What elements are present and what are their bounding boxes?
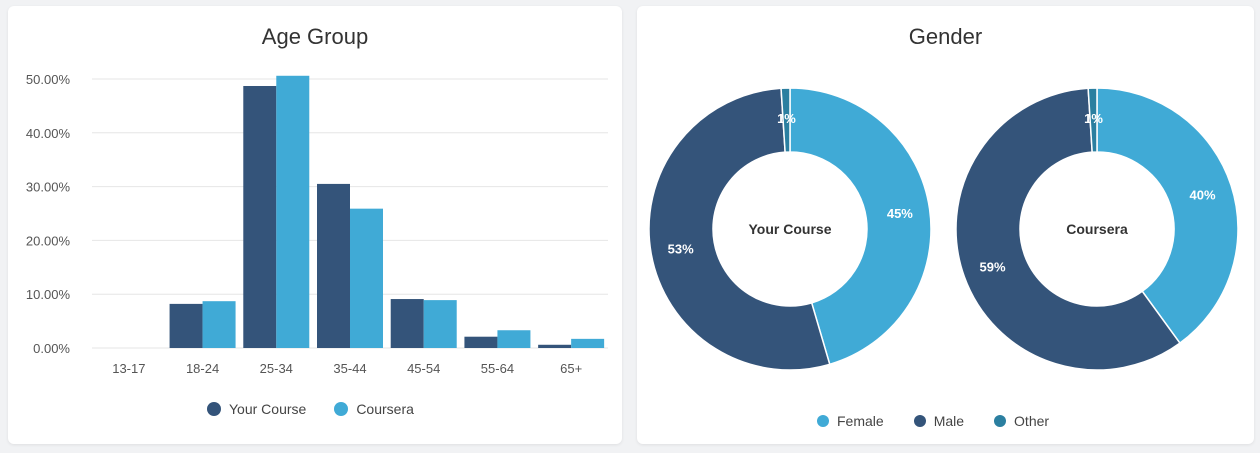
legend-item-female[interactable]: Female [817, 413, 884, 429]
slice-female-your-course[interactable] [789, 87, 932, 366]
bar-your-course-18-24[interactable] [169, 303, 203, 348]
bar-your-course-25-34[interactable] [243, 85, 277, 348]
y-tick-label: 10.00% [26, 287, 71, 302]
slice-label: 59% [980, 260, 1006, 275]
slice-female-coursera[interactable] [1096, 87, 1239, 345]
bar-your-course-55-64[interactable] [464, 336, 498, 348]
age-group-bar-chart: 0.00% 10.00% 20.00% 30.00% 40.00% 50.00% 13-17… [26, 72, 608, 376]
bar-your-course-45-54[interactable] [390, 299, 424, 348]
gender-donut-charts: 45% 53% 1% Your Course 40% 59% 1% Coursera [648, 87, 1239, 371]
gender-card: Gender 45% 53% 1% Your Course 40% 59% 1% Course… [637, 6, 1254, 444]
slice-label: 45% [887, 206, 913, 221]
male-swatch [913, 415, 926, 427]
y-tick-label: 20.00% [26, 233, 71, 248]
donut-center-label: Your Course [749, 221, 832, 237]
bar-coursera-18-24[interactable] [202, 301, 236, 348]
slice-male-coursera[interactable] [955, 87, 1181, 371]
slice-male-your-course[interactable] [648, 87, 831, 371]
other-swatch [994, 415, 1007, 427]
age-group-title: Age Group [261, 24, 369, 49]
legend-item-coursera[interactable]: Coursera [334, 401, 414, 417]
y-tick-label: 40.00% [26, 126, 71, 141]
coursera-swatch [334, 402, 349, 416]
y-tick-label: 50.00% [26, 72, 71, 87]
slice-label: 1% [1084, 111, 1103, 126]
legend-item-other[interactable]: Other [994, 413, 1049, 429]
bar-your-course-35-44[interactable] [317, 183, 350, 348]
bar-your-course-65+[interactable] [538, 344, 572, 348]
gender-legend: Female Male Other [817, 413, 1049, 429]
bar-coursera-45-54[interactable] [423, 300, 457, 348]
female-swatch [817, 415, 829, 427]
x-tick-label: 65+ [560, 361, 582, 376]
bar-coursera-65+[interactable] [571, 338, 605, 348]
x-tick-label: 45-54 [407, 361, 440, 376]
legend-label-female: Female [837, 413, 884, 429]
slice-other-coursera[interactable] [1087, 87, 1098, 153]
legend-label-your-course: Your Course [229, 401, 307, 417]
donut-center-label: Coursera [1066, 221, 1128, 237]
bar-coursera-35-44[interactable] [350, 208, 383, 348]
age-group-card: Age Group 0.00% 10.00% 20.00% 30.00% 40.00% 5… [8, 6, 622, 444]
legend-label-other: Other [1014, 413, 1050, 429]
legend-item-your-course[interactable]: Your Course [207, 401, 306, 417]
age-group-legend: Your Course Coursera [207, 401, 414, 417]
x-tick-label: 13-17 [112, 361, 145, 376]
x-tick-label: 25-34 [260, 361, 293, 376]
y-tick-label: 30.00% [26, 180, 71, 195]
x-tick-label: 55-64 [481, 361, 514, 376]
y-tick-label: 0.00% [33, 341, 70, 356]
x-tick-label: 35-44 [333, 361, 366, 376]
slice-label: 1% [777, 111, 796, 126]
legend-label-male: Male [933, 413, 965, 429]
slice-other-your-course[interactable] [780, 87, 791, 153]
your-course-swatch [207, 402, 221, 416]
gender-title: Gender [908, 24, 983, 49]
legend-label-coursera: Coursera [356, 401, 414, 417]
bar-coursera-25-34[interactable] [276, 75, 310, 348]
slice-label: 40% [1190, 188, 1216, 203]
legend-item-male[interactable]: Male [913, 413, 965, 429]
slice-label: 53% [668, 241, 694, 256]
bar-coursera-55-64[interactable] [497, 330, 531, 348]
x-tick-label: 18-24 [186, 361, 219, 376]
